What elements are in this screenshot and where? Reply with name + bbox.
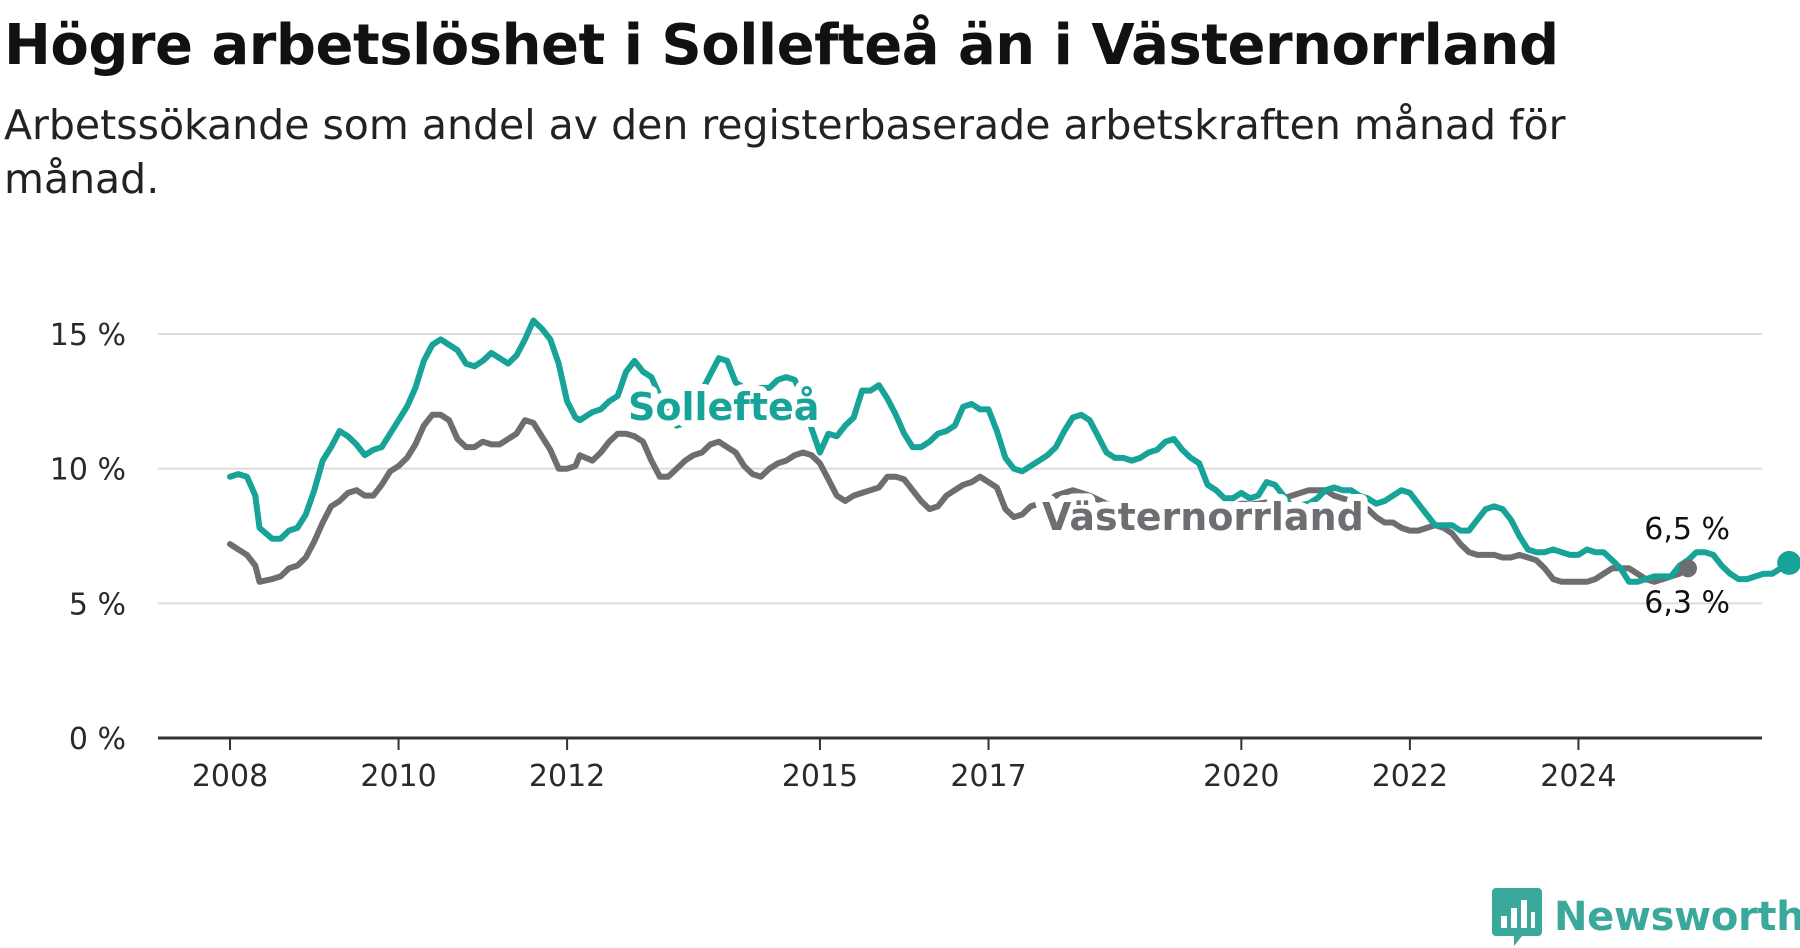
brand-logo: Newsworthy [1492,888,1800,946]
series-labels: 6,5 % 6,3 % Sollefteå Västernorrland [621,378,1730,620]
y-tick-label: 0 % [69,722,126,757]
y-tick-label: 10 % [50,453,126,488]
chart-title: Högre arbetslöshet i Sollefteå än i Väst… [4,13,1559,78]
x-tick-label: 2024 [1540,759,1616,794]
series-line-sollefte- [227,317,1793,585]
series-label-vasternorrland: Västernorrland [1042,495,1364,539]
series-label-solleftea: Sollefteå [628,385,819,429]
chart-subtitle: Arbetssökande som andel av den registerb… [4,101,1566,203]
bar-chart-speech-bubble-icon [1492,888,1542,946]
x-tick-label: 2017 [950,759,1026,794]
x-tick-label: 2008 [192,759,268,794]
series-lines [227,317,1800,585]
series-line-v-sternorrland [227,411,1691,585]
x-tick-label: 2012 [529,759,605,794]
end-label-vasternorrland: 6,3 % [1644,585,1730,620]
end-point-solleftea [1777,550,1800,575]
x-axis-ticks: 2008 2010 2012 2015 2017 2020 2022 2024 [192,738,1617,794]
x-tick-label: 2010 [360,759,436,794]
x-tick-label: 2022 [1372,759,1448,794]
x-tick-label: 2020 [1203,759,1279,794]
x-tick-label: 2015 [782,759,858,794]
gridlines [158,333,1762,740]
y-tick-label: 15 % [50,318,126,353]
y-axis-ticks: 0 % 5 % 10 % 15 % [50,318,126,757]
end-point-vasternorrland [1679,559,1697,578]
y-tick-label: 5 % [69,587,126,622]
end-label-solleftea: 6,5 % [1644,512,1730,547]
brand-name: Newsworthy [1554,894,1800,940]
